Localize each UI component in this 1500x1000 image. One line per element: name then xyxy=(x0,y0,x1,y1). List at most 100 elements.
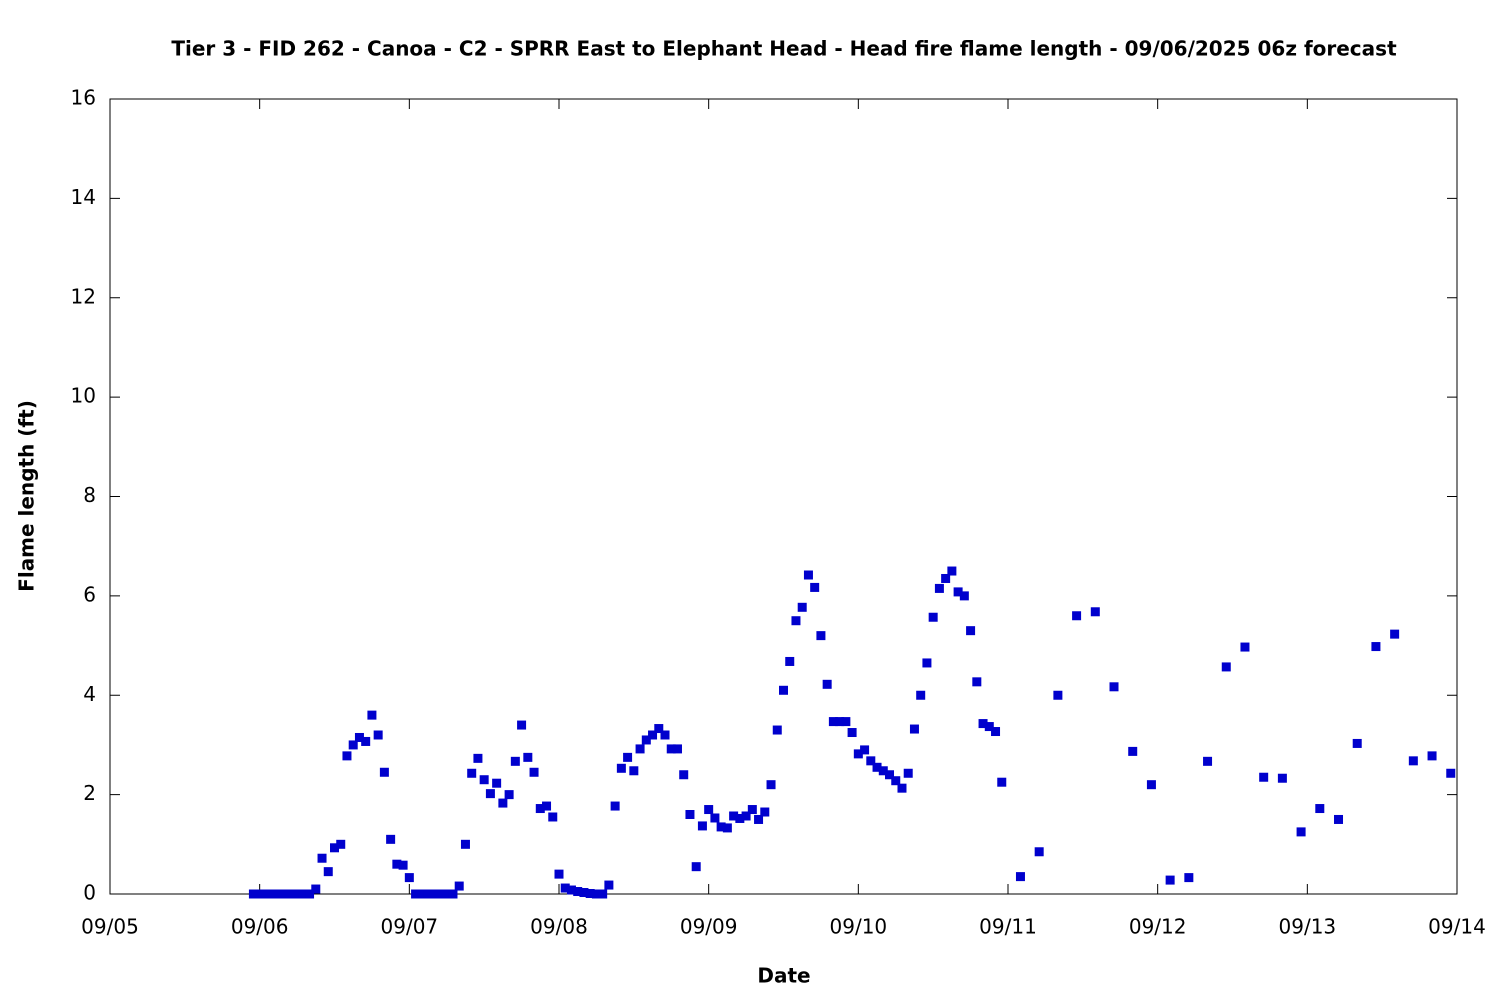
point xyxy=(292,889,302,899)
x-tick-label: 09/14 xyxy=(1428,915,1486,939)
point xyxy=(460,839,470,849)
point xyxy=(473,753,483,763)
point xyxy=(803,570,813,580)
point xyxy=(286,889,296,899)
point xyxy=(909,724,919,734)
point xyxy=(841,717,851,727)
chart-title: Tier 3 - FID 262 - Canoa - C2 - SPRR Eas… xyxy=(171,37,1397,61)
point xyxy=(367,710,377,720)
y-tick-label: 16 xyxy=(71,86,96,110)
point xyxy=(922,658,932,668)
y-tick-label: 6 xyxy=(83,582,96,606)
point xyxy=(386,834,396,844)
point xyxy=(828,717,838,727)
point xyxy=(1259,772,1269,782)
point xyxy=(1371,642,1381,652)
point xyxy=(704,805,714,815)
point xyxy=(517,720,527,730)
point xyxy=(379,767,389,777)
point xyxy=(305,889,315,899)
point xyxy=(404,873,414,883)
point xyxy=(672,744,682,754)
point xyxy=(635,744,645,754)
point xyxy=(897,783,907,793)
point xyxy=(885,770,895,780)
point xyxy=(398,860,408,870)
point xyxy=(1277,773,1287,783)
x-tick-label: 09/09 xyxy=(680,915,738,939)
point xyxy=(735,813,745,823)
point xyxy=(616,763,626,773)
point xyxy=(959,591,969,601)
point xyxy=(1034,847,1044,857)
point xyxy=(454,881,464,891)
point xyxy=(891,776,901,786)
x-tick-label: 09/10 xyxy=(830,915,888,939)
point xyxy=(273,889,283,899)
point xyxy=(822,679,832,689)
x-tick-label: 09/13 xyxy=(1279,915,1337,939)
point xyxy=(298,889,308,899)
point xyxy=(604,880,614,890)
point xyxy=(697,821,707,831)
y-tick-label: 4 xyxy=(83,682,96,706)
point xyxy=(691,862,701,872)
point xyxy=(566,885,576,895)
y-tick-label: 0 xyxy=(83,881,96,905)
point xyxy=(810,582,820,592)
point xyxy=(1408,756,1418,766)
point xyxy=(1015,872,1025,882)
point xyxy=(1221,662,1231,672)
point xyxy=(504,790,514,800)
y-tick-label: 2 xyxy=(83,781,96,805)
point xyxy=(847,728,857,738)
point xyxy=(1240,642,1250,652)
point xyxy=(1390,629,1400,639)
point xyxy=(579,888,589,898)
point xyxy=(336,839,346,849)
point xyxy=(791,616,801,626)
point xyxy=(1446,768,1456,778)
point xyxy=(510,756,520,766)
point xyxy=(542,801,552,811)
x-tick-label: 09/11 xyxy=(979,915,1037,939)
point xyxy=(903,768,913,778)
point xyxy=(666,744,676,754)
point xyxy=(934,583,944,593)
x-axis-label: Date xyxy=(757,964,810,988)
point xyxy=(1072,611,1082,621)
point xyxy=(573,887,583,897)
point xyxy=(261,889,271,899)
point xyxy=(754,814,764,824)
point xyxy=(766,780,776,790)
point xyxy=(591,889,601,899)
point xyxy=(373,730,383,740)
point xyxy=(392,859,402,869)
point xyxy=(722,823,732,833)
point xyxy=(1146,780,1156,790)
point xyxy=(1203,756,1213,766)
point xyxy=(623,752,633,762)
point xyxy=(785,656,795,666)
point xyxy=(772,725,782,735)
point xyxy=(648,730,658,740)
point xyxy=(941,573,951,583)
point xyxy=(853,749,863,759)
point xyxy=(529,767,539,777)
point xyxy=(411,889,421,899)
point xyxy=(280,889,290,899)
point xyxy=(348,740,358,750)
point xyxy=(610,801,620,811)
point xyxy=(978,719,988,729)
point xyxy=(1334,814,1344,824)
point xyxy=(835,717,845,727)
point xyxy=(741,811,751,821)
point xyxy=(1315,804,1325,814)
point xyxy=(716,822,726,832)
point xyxy=(1427,751,1437,761)
point xyxy=(1184,873,1194,883)
point xyxy=(747,805,757,815)
point xyxy=(866,756,876,766)
x-tick-label: 09/12 xyxy=(1129,915,1187,939)
